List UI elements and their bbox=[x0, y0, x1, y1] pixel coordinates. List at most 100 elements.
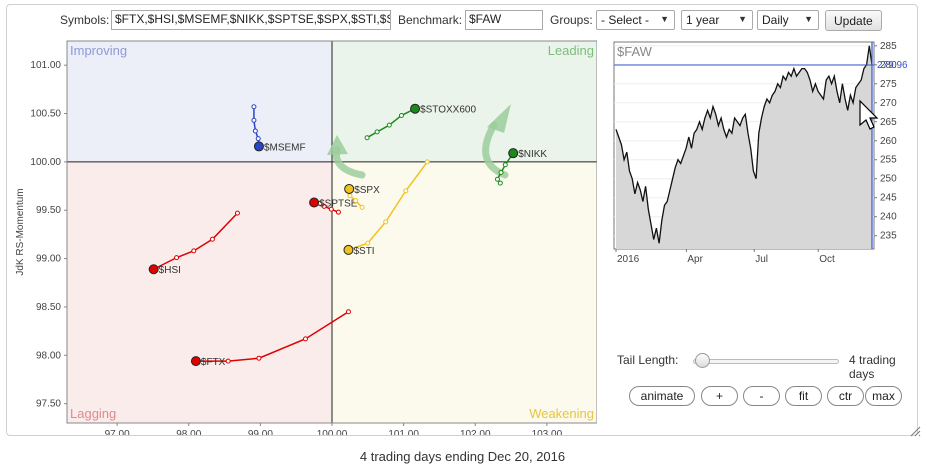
series-point-ftx[interactable] bbox=[303, 336, 308, 342]
series-point-nikk[interactable] bbox=[502, 162, 508, 168]
series-point-sptse[interactable] bbox=[335, 209, 341, 215]
y-tick-label: 98.50 bbox=[36, 302, 61, 313]
rotation-arrowhead-icon bbox=[487, 104, 511, 133]
benchmark-y-tick-label: 240 bbox=[880, 212, 897, 223]
series-point-ftx[interactable] bbox=[225, 358, 231, 364]
frequency-select[interactable]: Daily ▼ bbox=[757, 10, 819, 30]
series-point-sti[interactable] bbox=[403, 188, 409, 194]
zoom-out-button[interactable]: - bbox=[743, 386, 780, 406]
groups-select-value: - Select - bbox=[601, 13, 650, 27]
tail-length-label: Tail Length: bbox=[617, 353, 679, 367]
cursor-arrow-icon bbox=[859, 99, 879, 130]
benchmark-title: $FAW bbox=[617, 44, 653, 59]
improving-quadrant bbox=[67, 41, 332, 162]
series-head-nikk[interactable] bbox=[508, 148, 519, 159]
period-select[interactable]: 1 year ▼ bbox=[681, 10, 753, 30]
series-label-hsi: $HSI bbox=[159, 265, 181, 276]
period-select-value: 1 year bbox=[686, 13, 720, 27]
x-tick-label: 99.00 bbox=[248, 429, 273, 435]
series-point-hsi[interactable] bbox=[191, 248, 197, 254]
benchmark-y-tick-label: 265 bbox=[880, 117, 897, 128]
rrg-axes: 97.00 98.00 99.00 100.00 101.00 102.00 103.00 1… bbox=[15, 40, 597, 435]
chevron-down-icon: ▼ bbox=[738, 14, 747, 24]
groups-select[interactable]: - Select - ▼ bbox=[596, 10, 675, 30]
benchmark-y-tick-label: 255 bbox=[880, 155, 897, 166]
series-head-spx[interactable] bbox=[344, 183, 355, 194]
series-point-msemf[interactable] bbox=[251, 117, 257, 123]
x-tick-label: 97.00 bbox=[105, 429, 130, 435]
series-point-hsi[interactable] bbox=[209, 236, 215, 242]
benchmark-y-tick-label: 235 bbox=[880, 231, 897, 242]
tail-length-slider[interactable] bbox=[693, 359, 839, 364]
rrg-series: $FTX $HSI $MSEMF $SPTSE $SPX $STI $STOXX600 $NI… bbox=[148, 103, 547, 368]
chevron-down-icon: ▼ bbox=[660, 14, 669, 24]
series-point-ftx[interactable] bbox=[256, 355, 262, 361]
benchmark-label: Benchmark: bbox=[398, 13, 463, 27]
groups-label: Groups: bbox=[550, 13, 593, 27]
series-point-msemf[interactable] bbox=[252, 128, 258, 134]
max-button[interactable]: max bbox=[865, 386, 902, 406]
series-point-ftx[interactable] bbox=[345, 309, 351, 315]
lagging-quadrant bbox=[67, 161, 332, 423]
benchmark-y-tick-label: 245 bbox=[880, 193, 897, 204]
series-label-nikk: $NIKK bbox=[518, 149, 547, 160]
series-point-stoxx600[interactable] bbox=[374, 129, 380, 135]
last-value-label: 279.96 bbox=[877, 60, 908, 71]
series-point-sptse[interactable] bbox=[321, 203, 327, 209]
series-head-msemf[interactable] bbox=[253, 141, 264, 152]
y-tick-label: 99.00 bbox=[36, 254, 61, 265]
y-tick-label: 97.50 bbox=[36, 399, 61, 410]
tail-length-value: 4 trading days bbox=[849, 353, 896, 381]
zoom-in-button[interactable]: + bbox=[701, 386, 738, 406]
rrg-quadrants: Improving Leading Lagging Weakening bbox=[67, 41, 597, 423]
series-label-ftx: $FTX bbox=[201, 357, 226, 368]
series-point-sptse[interactable] bbox=[328, 206, 334, 212]
benchmark-x-tick-label: 2016 bbox=[617, 254, 640, 265]
series-head-stoxx600[interactable] bbox=[410, 103, 421, 114]
benchmark-axes: 285 280 275 270 265 260 255 250 245 240 235 279.96 2… bbox=[615, 41, 908, 265]
series-point-spx[interactable] bbox=[347, 193, 353, 199]
series-point-sti[interactable] bbox=[424, 159, 430, 165]
series-point-hsi[interactable] bbox=[174, 255, 180, 261]
x-tick-label: 101.00 bbox=[388, 429, 419, 435]
fit-button[interactable]: fit bbox=[785, 386, 822, 406]
series-head-ftx[interactable] bbox=[190, 356, 201, 367]
series-point-spx[interactable] bbox=[353, 198, 359, 204]
leading-quadrant-label: Leading bbox=[548, 43, 594, 58]
benchmark-x-tick-label: Oct bbox=[819, 254, 835, 265]
rotation-arrowhead-icon bbox=[327, 135, 348, 155]
rrg-panel: Symbols: $FTX,$HSI,$MSEMF,$NIKK,$SPTSE,$… bbox=[6, 4, 921, 437]
series-point-sti[interactable] bbox=[365, 240, 371, 246]
update-button[interactable]: Update bbox=[825, 10, 882, 31]
series-point-nikk[interactable] bbox=[498, 170, 504, 176]
series-head-sptse[interactable] bbox=[309, 197, 320, 208]
x-tick-label: 100.00 bbox=[317, 429, 348, 435]
benchmark-y-tick-label: 280 bbox=[880, 60, 897, 71]
tail-length-slider-handle[interactable] bbox=[694, 353, 710, 368]
series-point-nikk[interactable] bbox=[494, 176, 500, 182]
series-point-msemf[interactable] bbox=[255, 136, 261, 142]
series-head-sti[interactable] bbox=[343, 244, 354, 255]
resize-handle-icon[interactable] bbox=[909, 425, 921, 437]
series-label-sptse: $SPTSE bbox=[319, 199, 358, 210]
leading-quadrant bbox=[332, 41, 597, 162]
series-point-nikk[interactable] bbox=[497, 180, 503, 186]
series-point-hsi[interactable] bbox=[234, 210, 240, 216]
series-point-sti[interactable] bbox=[383, 219, 389, 225]
y-tick-label: 99.50 bbox=[36, 205, 61, 216]
symbols-input[interactable]: $FTX,$HSI,$MSEMF,$NIKK,$SPTSE,$SPX,$STI,… bbox=[111, 10, 391, 30]
series-point-stoxx600[interactable] bbox=[398, 112, 404, 118]
benchmark-x-tick-label: Apr bbox=[687, 254, 703, 265]
x-tick-label: 98.00 bbox=[176, 429, 201, 435]
series-point-stoxx600[interactable] bbox=[364, 135, 370, 141]
benchmark-chart: $FAW 285 280 275 270 265 260 255 250 245 240 235 27… bbox=[613, 41, 908, 265]
series-point-spx[interactable] bbox=[359, 204, 365, 210]
series-head-hsi[interactable] bbox=[148, 264, 159, 275]
center-button[interactable]: ctr bbox=[827, 386, 864, 406]
series-point-msemf[interactable] bbox=[251, 104, 257, 110]
benchmark-input[interactable]: $FAW bbox=[465, 10, 543, 30]
animate-button[interactable]: animate bbox=[629, 386, 695, 406]
series-point-stoxx600[interactable] bbox=[386, 122, 392, 128]
weakening-quadrant bbox=[332, 161, 597, 423]
status-footer: 4 trading days ending Dec 20, 2016 bbox=[359, 449, 566, 464]
